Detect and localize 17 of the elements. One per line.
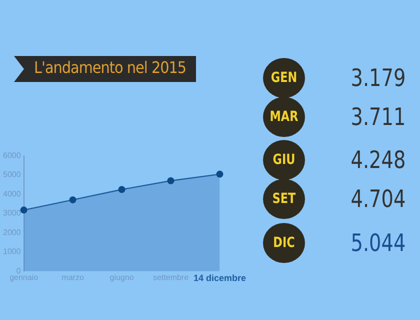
text: 4.248: [351, 146, 406, 174]
point: [118, 186, 126, 193]
text: 3.179: [351, 64, 406, 92]
point: [20, 206, 28, 214]
category-label: GIU: [272, 151, 296, 170]
category-label: SET: [271, 190, 297, 209]
chart-title: L'andamento nel 2015: [34, 58, 186, 77]
category-label: MAR: [268, 108, 300, 127]
point: [69, 196, 76, 204]
text: 5.044: [351, 229, 406, 257]
point: [167, 177, 174, 184]
category-label: GEN: [270, 69, 298, 88]
text: 4.704: [351, 185, 406, 213]
point: [216, 170, 224, 178]
category-label: DIC: [272, 234, 296, 253]
text: 3.711: [351, 103, 406, 131]
x-tick-label: 14 dicembre: [193, 273, 246, 284]
